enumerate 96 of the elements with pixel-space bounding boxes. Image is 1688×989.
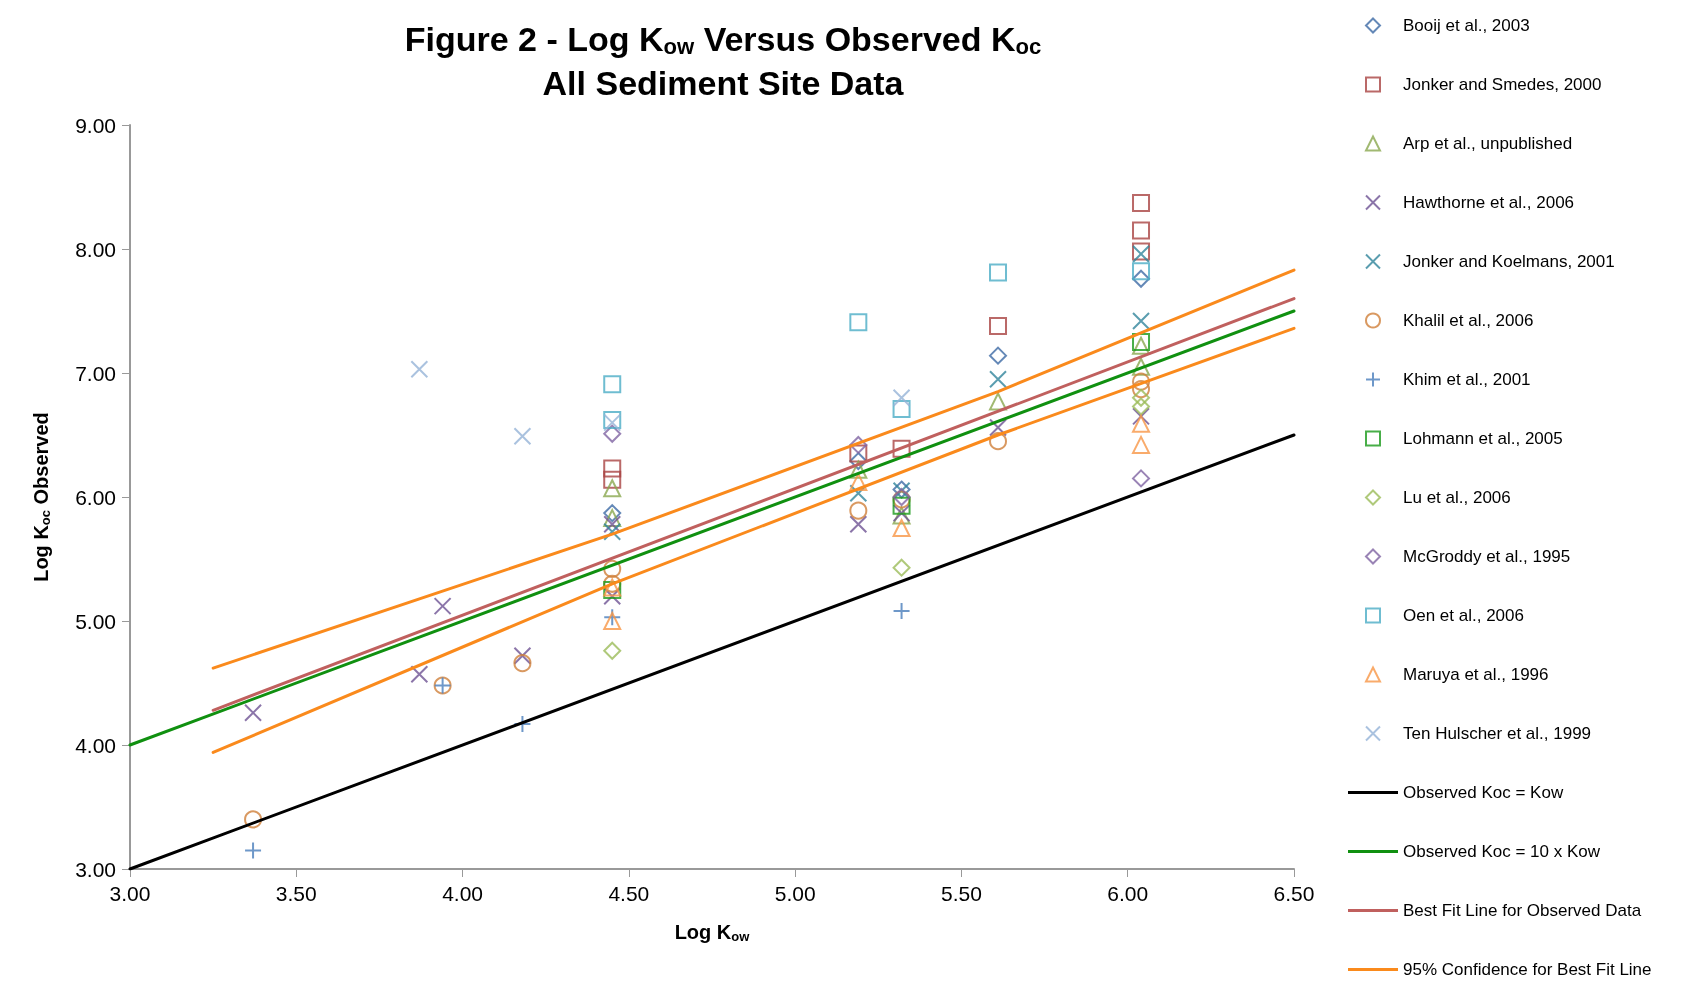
point — [244, 703, 263, 722]
x-tick-label: 6.00 — [1107, 882, 1149, 905]
point — [849, 484, 868, 503]
point — [989, 370, 1008, 389]
x-tick-label: 4.50 — [608, 882, 650, 905]
legend-label: Best Fit Line for Observed Data — [1403, 901, 1642, 920]
point — [410, 665, 429, 684]
legend-label: Lu et al., 2006 — [1403, 488, 1511, 507]
point — [892, 388, 911, 407]
y-tick-label: 7.00 — [75, 361, 116, 385]
point — [849, 435, 868, 454]
point — [1132, 269, 1151, 288]
point — [989, 392, 1008, 411]
point — [849, 460, 868, 479]
point — [1132, 372, 1151, 391]
x-tick-label: 3.50 — [275, 882, 317, 905]
point — [244, 810, 263, 829]
legend-label: Jonker and Koelmans, 2001 — [1403, 252, 1615, 271]
point — [603, 424, 622, 443]
point — [433, 597, 452, 616]
point — [1132, 333, 1151, 351]
point — [603, 459, 622, 478]
legend-label: Oen et al., 2006 — [1403, 606, 1524, 625]
x-tick-label: 6.50 — [1273, 882, 1315, 905]
point — [513, 714, 532, 733]
y-tick-label: 8.00 — [75, 237, 116, 261]
point — [603, 479, 622, 498]
point — [513, 654, 532, 673]
legend-label: Maruya et al., 1996 — [1403, 665, 1549, 684]
legend-label: Khalil et al., 2006 — [1403, 311, 1534, 330]
legend-label: Ten Hulscher et al., 1999 — [1403, 724, 1592, 743]
point — [513, 646, 532, 665]
legend-label: Hawthorne et al., 2006 — [1403, 193, 1575, 212]
y-tick-label: 3.00 — [75, 857, 116, 881]
point — [849, 444, 868, 463]
legend-label: Booij et al., 2003 — [1403, 16, 1530, 35]
point — [892, 519, 911, 537]
x-tick-label: 5.00 — [774, 882, 816, 905]
point — [989, 432, 1008, 451]
point — [1132, 397, 1151, 416]
point — [603, 522, 622, 541]
point — [1132, 311, 1151, 330]
point — [892, 496, 911, 515]
legend-label: Lohmann et al., 2005 — [1403, 429, 1563, 448]
y-tick-label: 4.00 — [75, 733, 116, 757]
legend-label: McGroddy et al., 1995 — [1403, 547, 1571, 566]
point — [603, 470, 622, 489]
point — [849, 452, 868, 471]
point — [989, 418, 1008, 437]
point — [603, 375, 622, 394]
point — [849, 515, 868, 534]
point — [892, 558, 911, 577]
point — [1132, 194, 1151, 213]
legend-label: Khim et al., 2001 — [1403, 370, 1531, 389]
y-axis-title: Log Koc Observed — [30, 412, 53, 582]
point — [513, 427, 532, 446]
point — [603, 509, 622, 528]
point — [603, 559, 622, 578]
point — [892, 439, 911, 458]
line-series — [211, 268, 1296, 670]
point — [989, 316, 1008, 335]
point — [603, 515, 622, 534]
point — [989, 346, 1008, 365]
point — [892, 399, 911, 418]
legend-label: Arp et al., unpublished — [1403, 134, 1573, 153]
point — [1132, 414, 1151, 433]
point — [1132, 407, 1151, 426]
point — [603, 504, 622, 523]
point — [849, 501, 868, 520]
point — [1132, 221, 1151, 240]
point — [244, 841, 263, 860]
point — [603, 612, 622, 630]
point — [603, 641, 622, 660]
x-tick-label: 3.00 — [109, 882, 151, 905]
point — [1132, 388, 1151, 407]
x-tick-label: 5.50 — [940, 882, 982, 905]
point — [892, 602, 911, 621]
point — [849, 313, 868, 332]
point — [849, 473, 868, 492]
legend-label: 95% Confidence for Best Fit Line — [1403, 960, 1652, 979]
point — [1132, 380, 1151, 399]
y-tick-label: 9.00 — [75, 113, 116, 137]
legend-label: Jonker and Smedes, 2000 — [1403, 75, 1602, 94]
point — [1132, 435, 1151, 454]
point — [1132, 469, 1151, 488]
chart-subtitle: All Sediment Site Data — [542, 64, 905, 102]
point — [989, 263, 1008, 282]
y-tick-label: 6.00 — [75, 485, 116, 509]
point — [1132, 336, 1151, 355]
point — [410, 360, 429, 379]
legend-label: Observed Koc = Kow — [1403, 783, 1564, 802]
legend-label: Observed Koc = 10 x Kow — [1403, 842, 1601, 861]
point — [1132, 262, 1151, 281]
point — [1132, 357, 1151, 376]
x-tick-label: 4.00 — [442, 882, 484, 905]
y-tick-label: 5.00 — [75, 609, 116, 633]
